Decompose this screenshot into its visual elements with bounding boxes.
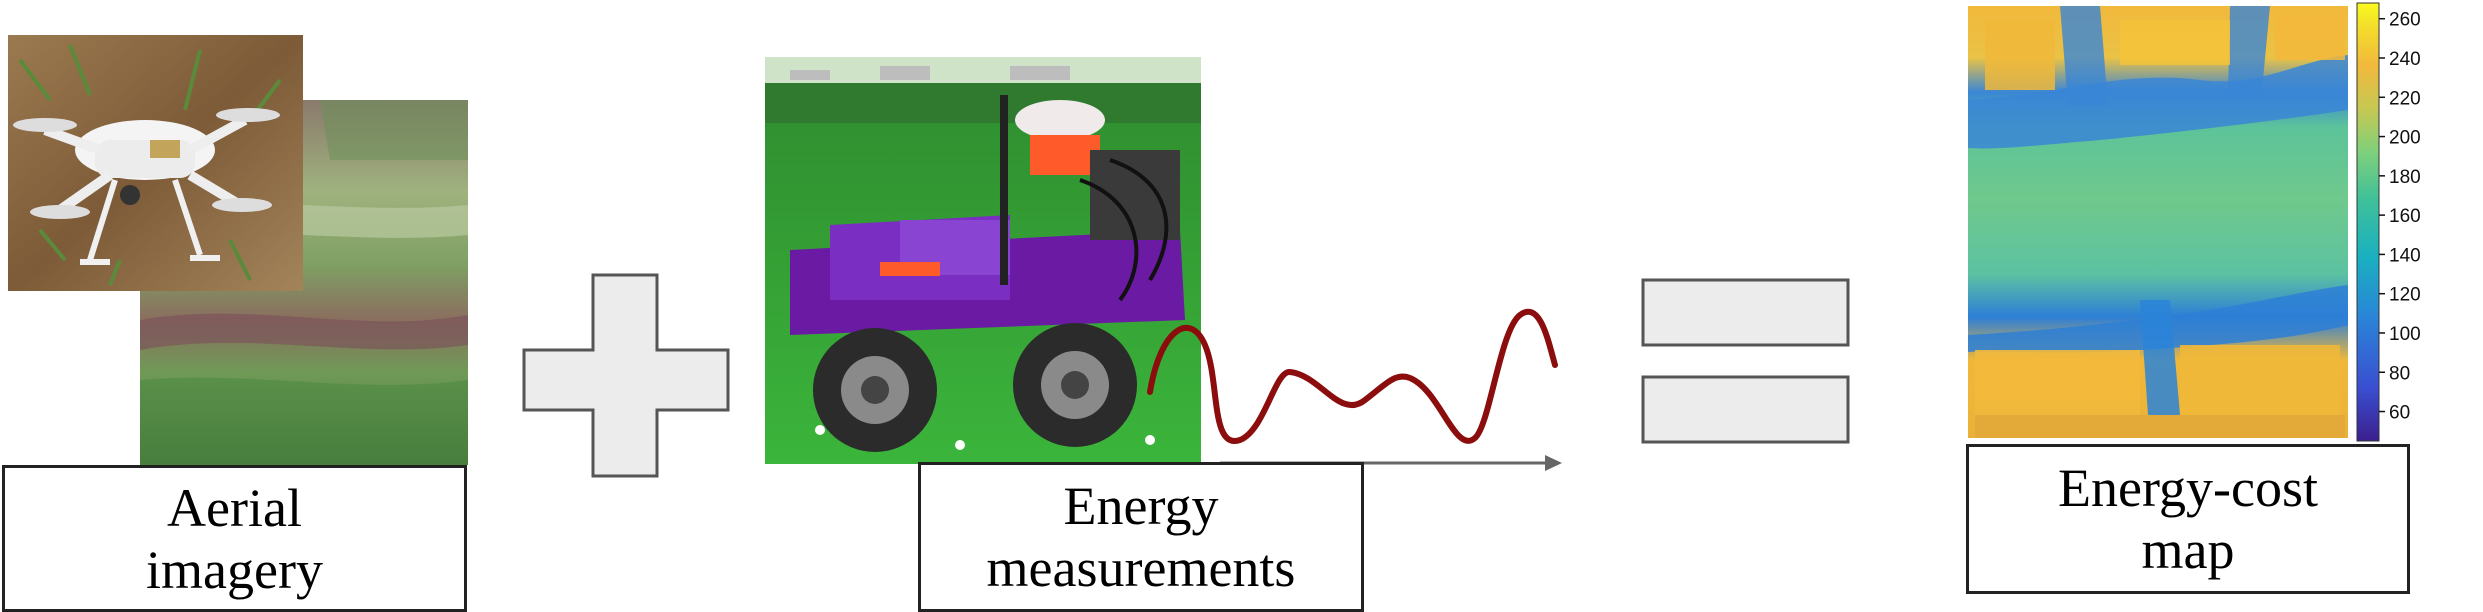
aerial-imagery-label: Aerial imagery [2,465,467,612]
colorbar-tick-label: 80 [2389,363,2410,384]
energy-curve [1147,309,1558,444]
energy-cost-map-label: Energy-cost map [1966,444,2410,594]
colorbar-tick-label: 220 [2389,88,2421,109]
equals-sign-top-bar [1641,278,1850,347]
energy-cost-map-label-line2: map [2141,520,2235,580]
robot-photo [765,57,1201,464]
colorbar-tick-label: 180 [2389,167,2421,188]
colorbar-tick-label: 100 [2389,324,2421,345]
colorbar-tick-label: 160 [2389,206,2421,227]
energy-measurements-label: Energy measurements [918,462,1364,612]
energy-cost-map-label-line1: Energy-cost [2058,458,2318,518]
colorbar-tick-label: 260 [2389,10,2421,31]
energy-cost-heatmap [1968,6,2348,438]
colorbar-tick-label: 120 [2389,285,2421,306]
energy-measurements-label-line1: Energy [1063,476,1219,536]
aerial-imagery-label-line1: Aerial [167,477,302,538]
colorbar-tick-label: 60 [2389,403,2410,424]
energy-measurements-label-line2: measurements [986,538,1296,598]
colorbar-tick-label: 140 [2389,245,2421,266]
plus-sign [522,273,730,478]
aerial-imagery-label-line2: imagery [146,539,323,600]
colorbar-tick-label: 200 [2389,128,2421,149]
colorbar [2356,2,2380,442]
colorbar-tick-label: 240 [2389,49,2421,70]
time-axis-arrowhead [1545,455,1562,471]
colorbar-ticks: 260 240 220 200 180 160 140 120 100 80 60 [2379,10,2421,424]
equals-sign-bottom-bar [1641,375,1850,444]
drone-photo [8,35,303,291]
